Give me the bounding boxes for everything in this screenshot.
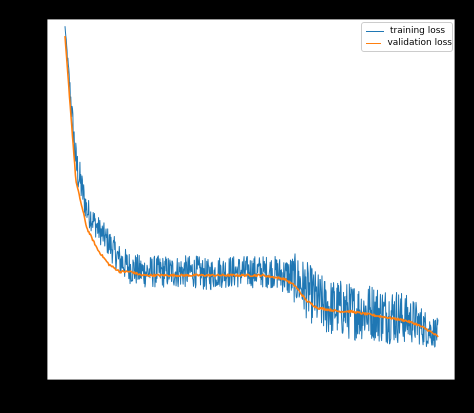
- legend-label-training-loss: training loss: [390, 26, 446, 36]
- legend-label-validation-loss: validation loss: [387, 38, 452, 48]
- legend-swatch-training-loss: [366, 30, 384, 32]
- legend-swatch-validation-loss: [366, 42, 382, 44]
- legend-item-training-loss: training loss: [366, 25, 452, 37]
- series-layer: [64, 26, 439, 348]
- chart-legend: training loss validation loss: [361, 22, 453, 52]
- series-line-training-loss: [64, 26, 439, 348]
- series-line-validation-loss: [64, 35, 439, 338]
- legend-item-validation-loss: validation loss: [366, 37, 452, 49]
